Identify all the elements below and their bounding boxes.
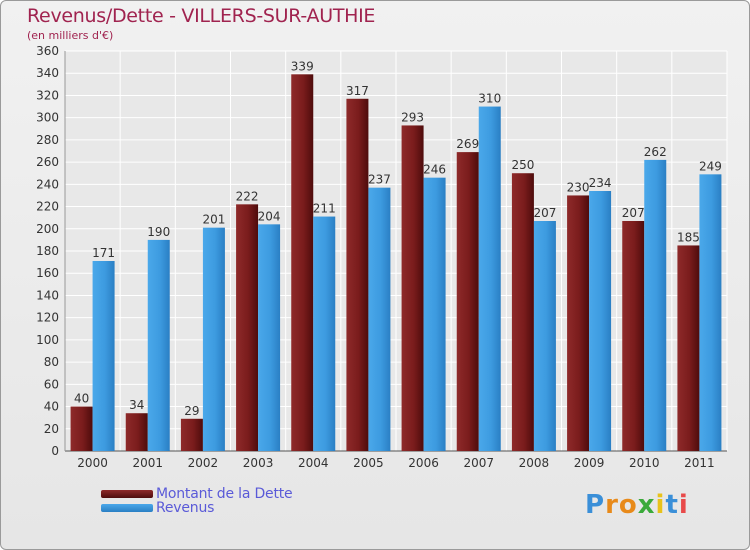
proxiti-logo: Proxiti — [585, 490, 689, 520]
x-tick-label: 2007 — [463, 456, 494, 470]
x-tick-label: 2002 — [188, 456, 219, 470]
data-label-dette: 222 — [236, 189, 259, 203]
x-tick-label: 2008 — [519, 456, 550, 470]
x-tick-label: 2004 — [298, 456, 329, 470]
bar-dette — [236, 204, 259, 451]
data-label-dette: 34 — [129, 398, 144, 412]
bar-revenus — [699, 174, 722, 452]
x-tick-label: 2000 — [77, 456, 108, 470]
bar-revenus — [202, 227, 225, 451]
data-label-dette: 230 — [567, 180, 590, 194]
y-tick-label: 180 — [36, 244, 59, 258]
data-label-revenus: 190 — [147, 225, 170, 239]
y-tick-label: 280 — [36, 133, 59, 147]
y-tick-label: 140 — [36, 288, 59, 302]
grid-layer — [64, 50, 728, 452]
legend-swatch-dette — [101, 490, 153, 498]
bar-dette — [70, 406, 93, 451]
bar-revenus — [92, 261, 115, 451]
data-label-dette: 339 — [291, 59, 314, 73]
y-tick-label: 260 — [36, 155, 59, 169]
data-label-dette: 185 — [677, 230, 700, 244]
data-label-dette: 269 — [456, 137, 479, 151]
y-tick-label: 20 — [44, 422, 59, 436]
data-label-revenus: 204 — [258, 209, 281, 223]
data-label-dette: 250 — [511, 158, 534, 172]
bar-dette — [511, 173, 534, 451]
data-label-revenus: 246 — [423, 163, 446, 177]
logo-letter: t — [665, 490, 679, 520]
y-tick-label: 100 — [36, 333, 59, 347]
data-label-revenus: 171 — [92, 246, 115, 260]
y-tick-label: 160 — [36, 266, 59, 280]
y-tick-label: 40 — [44, 400, 59, 414]
logo-letter: r — [605, 490, 619, 520]
bar-dette — [180, 418, 203, 451]
legend-swatch-revenus — [101, 504, 153, 512]
y-tick-label: 340 — [36, 66, 59, 80]
bar-revenus — [313, 216, 336, 451]
bar-revenus — [644, 159, 667, 451]
x-tick-label: 2003 — [243, 456, 274, 470]
x-tick-label: 2006 — [408, 456, 439, 470]
bar-dette — [125, 413, 148, 451]
label-layer: 0 20 40 60 80 100 120 140 160 180 200 220 240 260 280 3… — [36, 44, 722, 470]
data-label-revenus: 262 — [644, 145, 667, 159]
logo-letter: P — [585, 490, 606, 520]
bar-revenus — [589, 191, 612, 451]
logo-letter: i — [678, 490, 689, 520]
x-tick-label: 2005 — [353, 456, 384, 470]
x-tick-label: 2001 — [132, 456, 163, 470]
y-tick-label: 300 — [36, 111, 59, 125]
data-label-dette: 29 — [184, 404, 199, 418]
legend-label-revenus: Revenus — [156, 500, 215, 516]
y-tick-label: 120 — [36, 311, 59, 325]
y-tick-label: 360 — [36, 44, 59, 58]
bar-dette — [622, 221, 645, 451]
bar-dette — [291, 74, 314, 451]
legend-label-dette: Montant de la Dette — [156, 486, 293, 502]
y-tick-label: 320 — [36, 88, 59, 102]
data-label-revenus: 211 — [313, 202, 336, 216]
y-tick-label: 220 — [36, 200, 59, 214]
bar-layer — [70, 74, 722, 452]
data-label-dette: 317 — [346, 84, 369, 98]
x-tick-label: 2010 — [629, 456, 660, 470]
data-label-revenus: 201 — [202, 213, 225, 227]
x-tick-label: 2011 — [684, 456, 715, 470]
y-tick-label: 200 — [36, 222, 59, 236]
data-label-revenus: 207 — [533, 206, 556, 220]
y-tick-label: 0 — [51, 444, 59, 458]
logo-letter: o — [618, 490, 638, 520]
bar-dette — [401, 125, 424, 451]
bar-revenus — [368, 187, 391, 451]
bar-revenus — [533, 221, 556, 451]
bar-revenus — [258, 224, 281, 451]
bar-revenus — [478, 106, 501, 452]
y-tick-label: 60 — [44, 377, 59, 391]
data-label-dette: 40 — [74, 392, 89, 406]
chart-subtitle: (en milliers d'€) — [27, 29, 114, 42]
bar-dette — [567, 195, 590, 451]
data-label-dette: 207 — [622, 206, 645, 220]
data-label-revenus: 249 — [699, 159, 722, 173]
bar-dette — [677, 245, 700, 451]
chart-title: Revenus/Dette - VILLERS-SUR-AUTHIE — [27, 5, 376, 27]
y-tick-label: 240 — [36, 177, 59, 191]
data-label-revenus: 310 — [478, 92, 501, 106]
logo-letter: i — [655, 490, 666, 520]
x-tick-label: 2009 — [574, 456, 605, 470]
bar-revenus — [147, 239, 170, 451]
data-label-revenus: 237 — [368, 173, 391, 187]
data-label-dette: 293 — [401, 110, 424, 124]
y-tick-label: 80 — [44, 355, 59, 369]
logo-letter: x — [637, 490, 656, 520]
data-label-revenus: 234 — [589, 176, 612, 190]
bar-dette — [456, 152, 479, 451]
bar-revenus — [423, 177, 446, 451]
bar-dette — [346, 98, 369, 452]
